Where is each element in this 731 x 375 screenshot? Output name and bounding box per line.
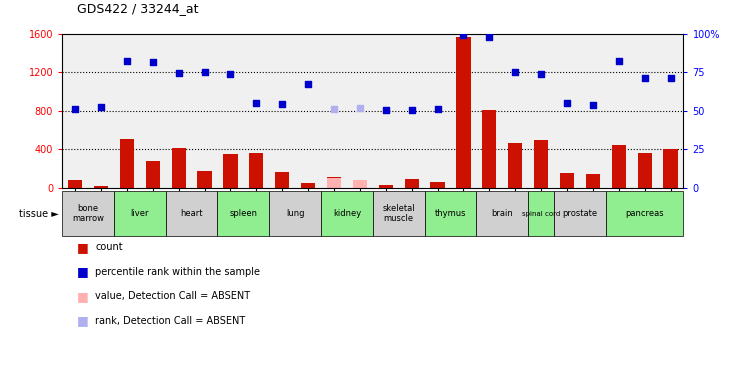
Point <box>173 70 184 76</box>
Bar <box>586 174 600 188</box>
Text: GDS422 / 33244_at: GDS422 / 33244_at <box>77 2 198 15</box>
Text: liver: liver <box>131 209 149 218</box>
Point <box>121 58 133 64</box>
Bar <box>431 182 444 188</box>
Text: ■: ■ <box>77 241 88 254</box>
Bar <box>120 140 134 188</box>
Point <box>328 106 340 112</box>
Bar <box>482 110 496 188</box>
Bar <box>456 37 471 188</box>
Bar <box>269 191 321 236</box>
Point <box>302 81 314 87</box>
Text: skeletal
muscle: skeletal muscle <box>382 204 415 224</box>
Text: ■: ■ <box>77 266 88 278</box>
Text: prostate: prostate <box>562 209 597 218</box>
Text: pancreas: pancreas <box>625 209 664 218</box>
Bar <box>508 143 523 188</box>
Bar <box>172 148 186 188</box>
Bar <box>145 160 160 188</box>
Point <box>147 59 159 65</box>
Text: tissue ►: tissue ► <box>19 209 58 219</box>
Bar <box>606 191 683 236</box>
Bar <box>62 191 114 236</box>
Point <box>95 104 107 110</box>
Bar <box>534 140 548 188</box>
Text: percentile rank within the sample: percentile rank within the sample <box>95 267 260 277</box>
Text: ■: ■ <box>77 290 88 303</box>
Point <box>69 106 81 112</box>
Point <box>406 107 417 113</box>
Text: heart: heart <box>181 209 202 218</box>
Bar <box>612 145 626 188</box>
Point <box>199 69 211 75</box>
Bar <box>94 186 108 188</box>
Point <box>613 58 624 64</box>
Bar <box>114 191 166 236</box>
Text: kidney: kidney <box>333 209 361 218</box>
Bar <box>197 171 212 188</box>
Bar <box>218 191 269 236</box>
Bar <box>664 149 678 188</box>
Point <box>664 75 676 81</box>
Point <box>458 32 469 38</box>
Text: brain: brain <box>491 209 513 218</box>
Text: spleen: spleen <box>230 209 257 218</box>
Text: count: count <box>95 243 123 252</box>
Bar <box>379 184 393 188</box>
Point <box>380 106 392 112</box>
Bar <box>301 183 315 188</box>
Bar <box>637 153 652 188</box>
Bar <box>554 191 606 236</box>
Point <box>561 100 573 106</box>
Text: lung: lung <box>286 209 304 218</box>
Bar <box>528 191 554 236</box>
Point <box>224 70 236 76</box>
Point <box>354 105 366 111</box>
Bar <box>321 191 373 236</box>
Text: spinal cord: spinal cord <box>522 211 560 217</box>
Bar <box>477 191 528 236</box>
Point <box>587 102 599 108</box>
Point <box>639 75 651 81</box>
Text: ■: ■ <box>77 314 88 327</box>
Point <box>535 70 547 76</box>
Bar <box>404 179 419 188</box>
Text: bone
marrow: bone marrow <box>72 204 104 224</box>
Point <box>276 101 288 107</box>
Bar <box>223 154 238 188</box>
Bar <box>327 177 341 188</box>
Point <box>251 100 262 106</box>
Bar <box>353 184 367 188</box>
Bar <box>166 191 218 236</box>
Bar <box>249 153 263 188</box>
Bar <box>327 178 341 188</box>
Bar <box>425 191 477 236</box>
Point <box>432 106 444 112</box>
Bar <box>353 180 367 188</box>
Bar <box>373 191 425 236</box>
Bar <box>560 173 574 188</box>
Text: rank, Detection Call = ABSENT: rank, Detection Call = ABSENT <box>95 316 246 326</box>
Bar <box>275 172 289 188</box>
Text: value, Detection Call = ABSENT: value, Detection Call = ABSENT <box>95 291 250 301</box>
Point <box>510 69 521 75</box>
Text: thymus: thymus <box>435 209 466 218</box>
Bar <box>68 180 82 188</box>
Point <box>483 34 495 40</box>
